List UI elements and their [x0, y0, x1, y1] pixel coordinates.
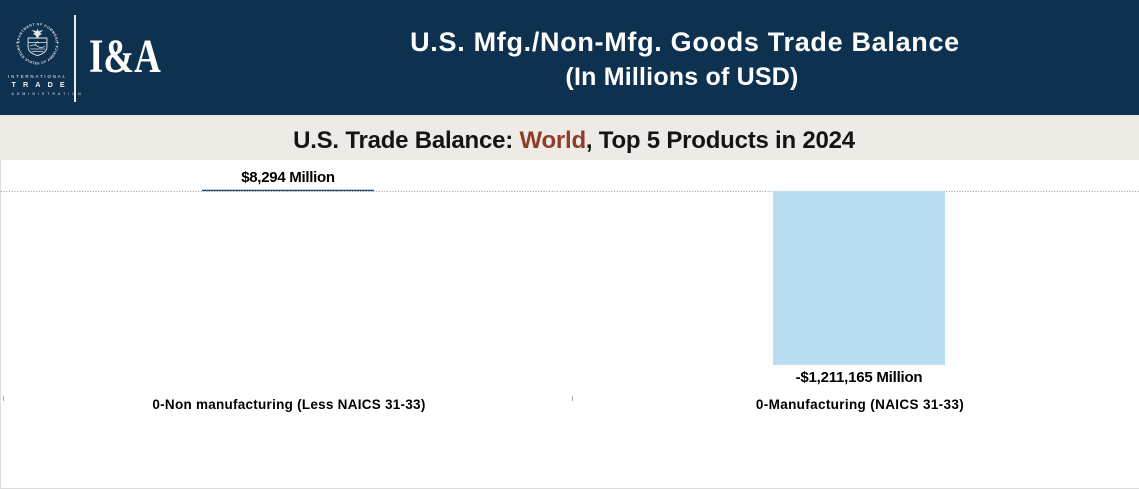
svg-text:UNITED STATES OF AMERICA: UNITED STATES OF AMERICA	[15, 45, 59, 66]
